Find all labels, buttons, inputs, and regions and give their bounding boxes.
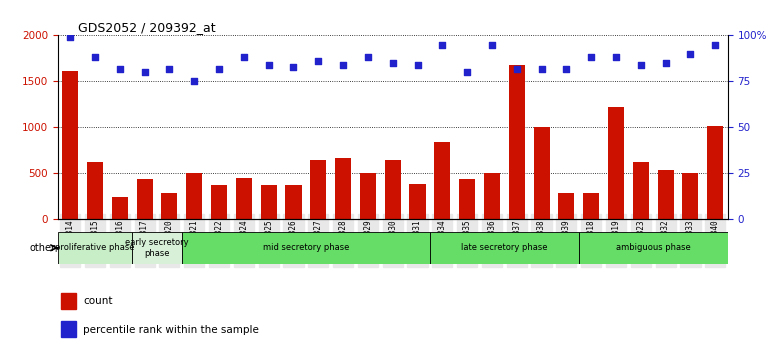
Bar: [509, 65, 525, 219]
Point: [634, 62, 647, 68]
Bar: [62, 71, 79, 219]
Point: [188, 79, 200, 84]
Bar: [434, 142, 450, 219]
Bar: [61, 321, 75, 337]
Point: [685, 51, 697, 57]
Bar: [112, 197, 128, 219]
Text: count: count: [83, 296, 112, 306]
Bar: [484, 173, 500, 219]
Point: [213, 66, 225, 72]
Bar: [335, 158, 351, 219]
Text: GDS2052 / 209392_at: GDS2052 / 209392_at: [78, 21, 216, 34]
Point: [561, 66, 573, 72]
Point: [238, 55, 250, 60]
Bar: [360, 173, 376, 219]
Bar: [579, 232, 728, 264]
Text: early secretory
phase: early secretory phase: [126, 238, 189, 257]
Point: [709, 42, 721, 47]
Point: [535, 66, 547, 72]
Bar: [211, 185, 227, 219]
Text: percentile rank within the sample: percentile rank within the sample: [83, 325, 259, 335]
Bar: [430, 232, 579, 264]
Point: [163, 66, 176, 72]
Bar: [186, 172, 203, 219]
Point: [659, 60, 671, 66]
Text: proliferative phase: proliferative phase: [55, 243, 135, 252]
Point: [139, 69, 151, 75]
Bar: [136, 179, 152, 219]
Point: [263, 62, 275, 68]
Bar: [162, 193, 177, 219]
Point: [610, 55, 622, 60]
Bar: [58, 232, 132, 264]
Text: late secretory phase: late secretory phase: [461, 243, 547, 252]
Bar: [286, 185, 302, 219]
Bar: [534, 126, 550, 219]
Bar: [410, 184, 426, 219]
Point: [486, 42, 498, 47]
Bar: [182, 232, 430, 264]
Bar: [61, 293, 75, 309]
Point: [89, 55, 101, 60]
Text: other: other: [29, 243, 55, 253]
Point: [461, 69, 474, 75]
Text: mid secretory phase: mid secretory phase: [263, 243, 349, 252]
Point: [511, 66, 523, 72]
Bar: [236, 178, 252, 219]
Bar: [385, 160, 400, 219]
Bar: [583, 193, 599, 219]
Point: [64, 34, 76, 40]
Bar: [310, 160, 326, 219]
Point: [287, 64, 300, 69]
Bar: [87, 162, 103, 219]
Bar: [132, 232, 182, 264]
Bar: [260, 184, 276, 219]
Point: [411, 62, 424, 68]
Point: [312, 58, 324, 64]
Point: [114, 66, 126, 72]
Point: [362, 55, 374, 60]
Point: [337, 62, 350, 68]
Bar: [459, 179, 475, 219]
Bar: [682, 173, 698, 219]
Bar: [633, 162, 649, 219]
Bar: [658, 170, 674, 219]
Bar: [707, 126, 723, 219]
Bar: [608, 107, 624, 219]
Text: ambiguous phase: ambiguous phase: [616, 243, 691, 252]
Point: [387, 60, 399, 66]
Bar: [558, 193, 574, 219]
Point: [585, 55, 598, 60]
Point: [436, 42, 448, 47]
